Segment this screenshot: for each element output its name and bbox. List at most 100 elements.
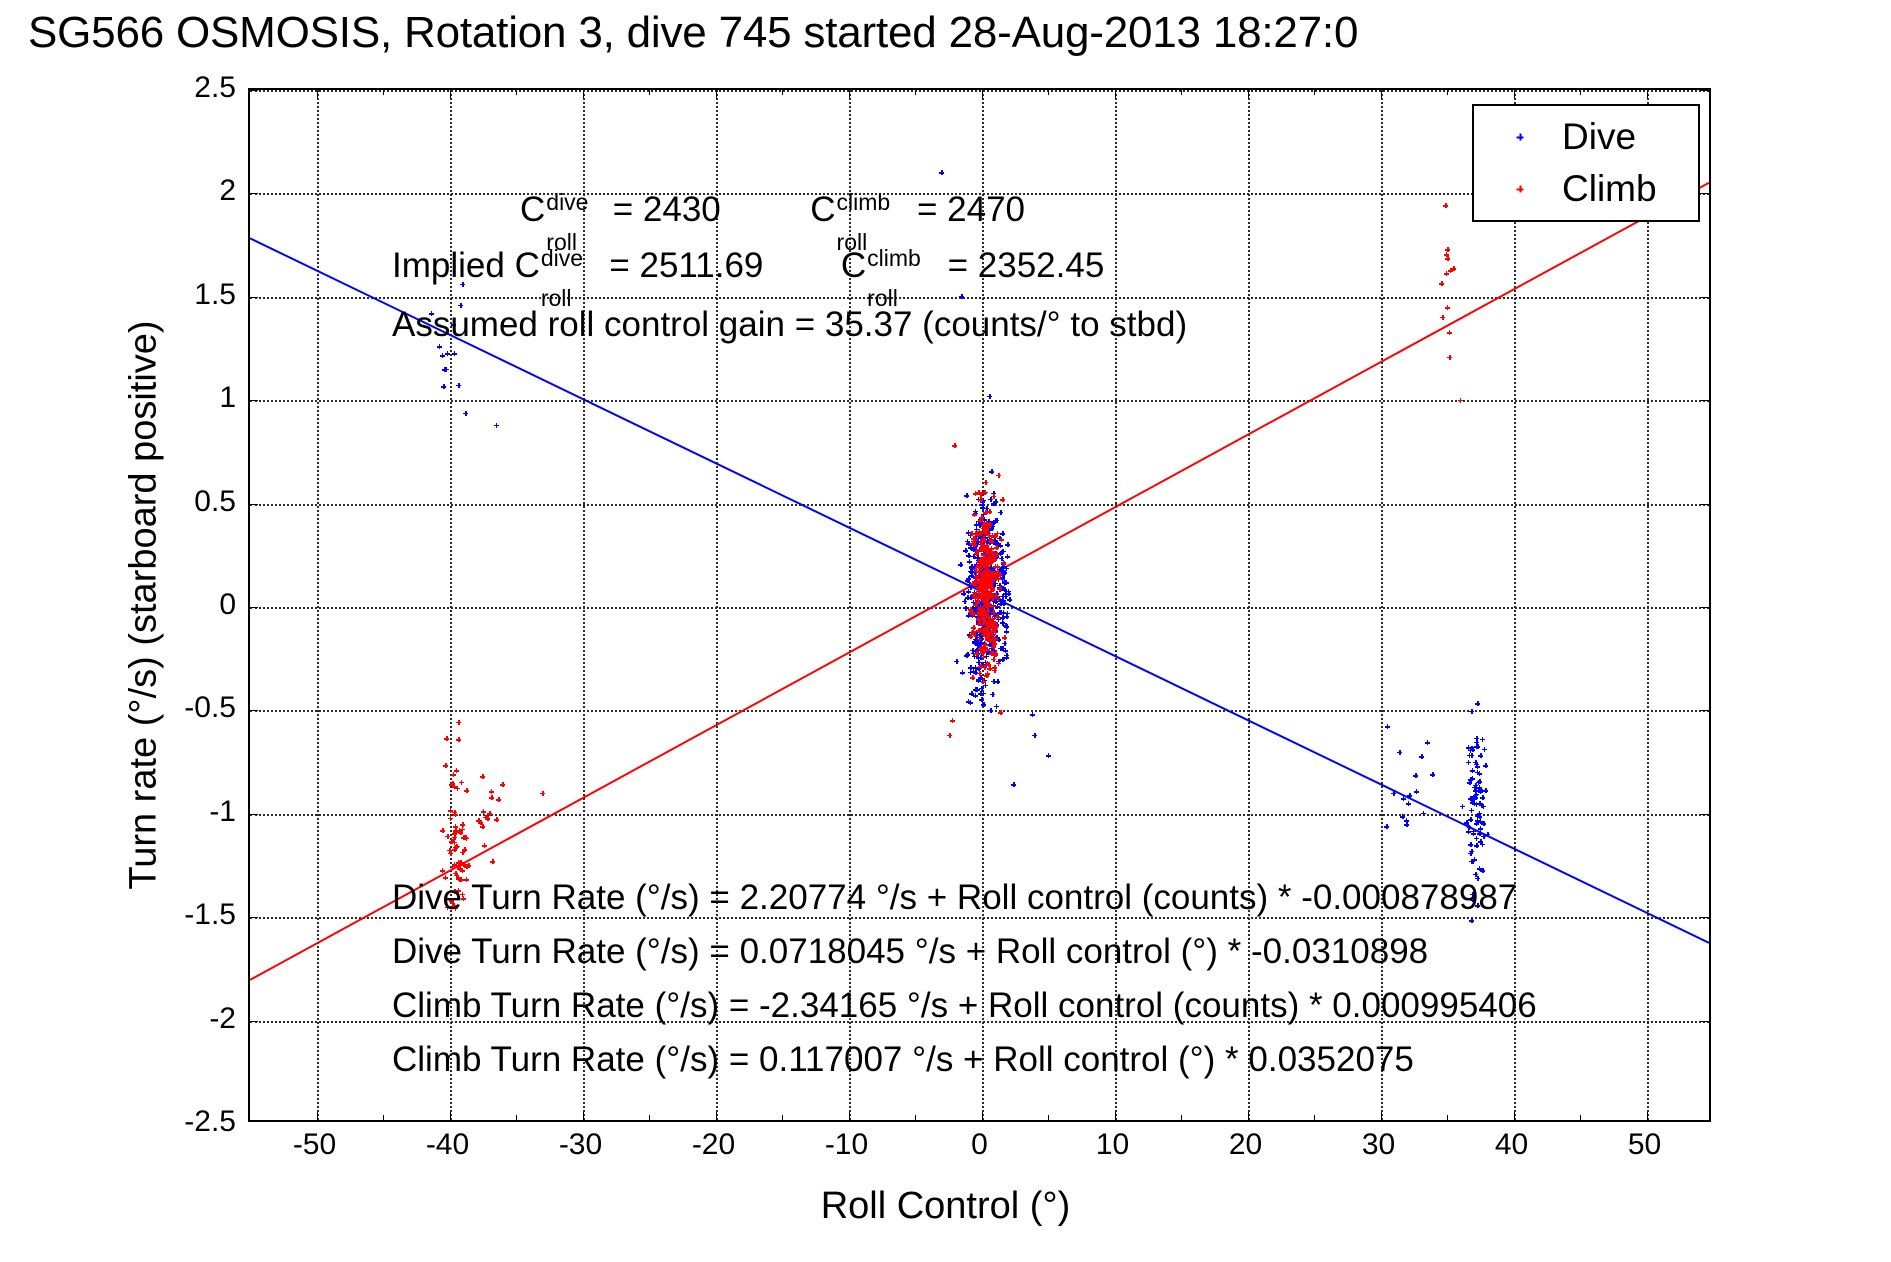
x-minor-tickmark (1181, 1115, 1182, 1120)
data-point (455, 864, 461, 870)
data-point (982, 554, 987, 560)
y-axis-title: Turn rate (°/s) (starboard positive) (122, 320, 165, 890)
data-point (1477, 831, 1483, 837)
data-point (989, 468, 995, 474)
data-point (990, 636, 996, 642)
data-point (958, 562, 964, 568)
data-point (988, 568, 994, 574)
data-point (1002, 648, 1008, 654)
data-point (991, 577, 997, 583)
data-point (998, 598, 1004, 604)
data-point (980, 552, 986, 558)
data-point (1440, 314, 1446, 320)
data-point (989, 539, 995, 545)
data-point (979, 616, 985, 622)
data-point (1468, 807, 1474, 813)
x-minor-tickmark (516, 90, 517, 95)
data-point (966, 575, 972, 581)
y-tick-label: 2 (219, 174, 236, 208)
data-point (1445, 255, 1451, 261)
data-point (978, 608, 984, 614)
data-point (983, 510, 989, 516)
y-tick-label: -0.5 (184, 691, 236, 725)
data-point (449, 898, 455, 904)
legend-item-dive[interactable]: Dive (1474, 112, 1698, 162)
data-point (452, 831, 458, 837)
data-point (978, 664, 984, 670)
data-point (976, 666, 982, 672)
data-point (986, 393, 992, 399)
data-point (979, 539, 985, 545)
dive-point-icon (1516, 133, 1524, 141)
data-point (451, 784, 457, 790)
data-point (449, 782, 455, 788)
x-minor-tickmark (782, 90, 783, 95)
data-point (1029, 712, 1035, 718)
data-point (984, 577, 990, 583)
data-point (452, 809, 458, 815)
x-tick-label: -30 (558, 1128, 603, 1161)
data-point (977, 578, 983, 584)
data-point (997, 535, 1003, 541)
y-tickmark (250, 193, 258, 195)
data-point (987, 581, 993, 587)
data-point (969, 691, 975, 697)
data-point (452, 847, 458, 853)
x-tick-label: -10 (824, 1128, 869, 1161)
data-point (984, 505, 990, 511)
data-point (988, 577, 994, 583)
data-point (970, 547, 976, 553)
data-point (456, 737, 462, 743)
data-point (1474, 812, 1480, 818)
x-minor-tickmark (1580, 1115, 1581, 1120)
data-point (450, 322, 456, 328)
data-point (993, 539, 999, 545)
data-point (972, 594, 978, 600)
data-point (997, 551, 1003, 557)
data-point (972, 541, 978, 547)
data-point (993, 573, 999, 579)
data-point (1476, 865, 1482, 871)
data-point (995, 679, 1001, 685)
data-point (965, 553, 971, 559)
data-point (1478, 753, 1484, 759)
data-point (1469, 752, 1475, 758)
data-point (1479, 736, 1485, 742)
data-point (989, 533, 995, 539)
x-tickmark (1114, 90, 1116, 98)
data-point (964, 492, 970, 498)
data-point (1465, 823, 1471, 829)
data-point (973, 510, 979, 516)
legend-item-climb[interactable]: Climb (1474, 164, 1698, 214)
data-point (982, 599, 988, 605)
data-point (456, 382, 462, 388)
data-point (456, 719, 462, 725)
data-point (965, 589, 971, 595)
data-point (973, 670, 979, 676)
data-point (991, 550, 997, 556)
data-point (1472, 788, 1478, 794)
data-point (1451, 266, 1457, 272)
data-point (1467, 780, 1473, 786)
data-point (984, 530, 990, 536)
data-point (1003, 655, 1009, 661)
data-point (439, 868, 445, 874)
data-point (980, 621, 986, 627)
data-point (977, 565, 983, 571)
data-point (969, 573, 975, 579)
data-point (967, 669, 973, 675)
data-point (949, 718, 955, 724)
data-point (980, 679, 986, 685)
data-point (974, 651, 979, 657)
data-point (981, 631, 987, 637)
data-point (1004, 652, 1009, 658)
data-point (1000, 568, 1006, 574)
x-tick-label: 40 (1494, 1128, 1529, 1161)
data-point (988, 546, 994, 552)
data-point (994, 530, 1000, 536)
data-point (1465, 745, 1471, 751)
y-tickmark (1701, 503, 1709, 505)
